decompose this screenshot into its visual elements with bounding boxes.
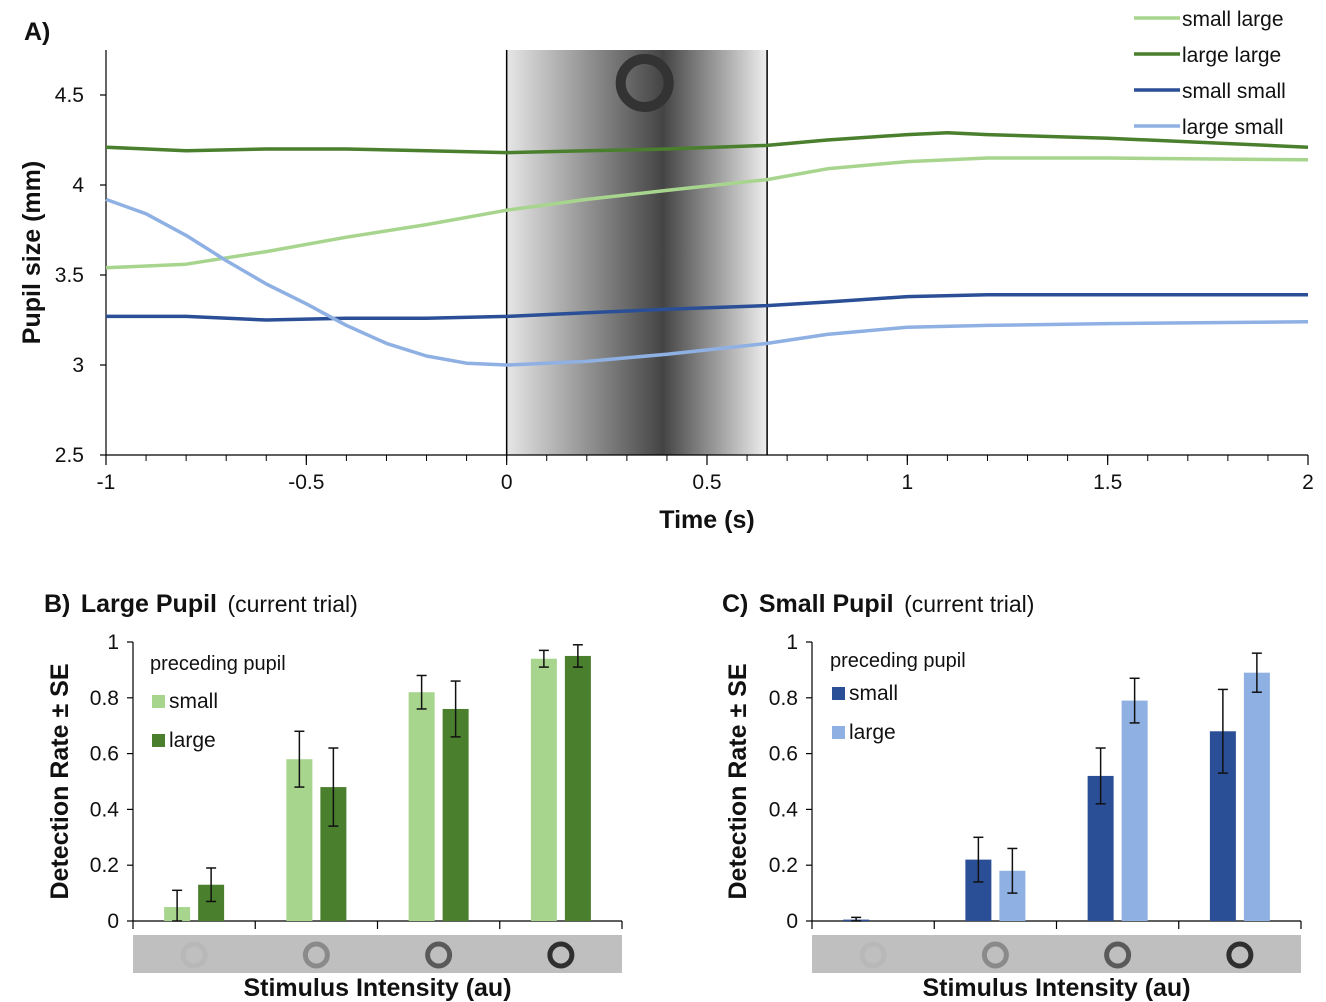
- panel-b-ytick-label: 0.2: [90, 854, 119, 877]
- panel-b-legend-swatch-large: [152, 734, 165, 747]
- panel-b-legend-label-large: large: [169, 729, 216, 752]
- panel-c-ytick-label: 1: [786, 631, 798, 654]
- panel-b-bar-large: [442, 708, 469, 921]
- legend-label-small-small: small small: [1182, 80, 1286, 103]
- panel-a-ytick-label: 2.5: [55, 444, 84, 467]
- stimulus-window: [506, 50, 768, 455]
- stimulus-ring-icon: [547, 941, 575, 969]
- panel-a-series: [105, 131, 1309, 367]
- panel-c-legend-label-large: large: [849, 721, 896, 744]
- stimulus-ring-icon: [615, 54, 674, 112]
- panel-b-label: B): [44, 590, 70, 618]
- panel-b-bar-small: [408, 692, 435, 921]
- panel-c-legend-swatch-small: [832, 687, 845, 700]
- panel-a-xtick-label: 1: [901, 471, 913, 494]
- panel-b-ytick-label: 0.8: [90, 687, 119, 710]
- panel-b-legend-header: preceding pupil: [150, 653, 286, 675]
- panel-a-xtick-label: -1: [97, 471, 116, 494]
- panel-c-bar-large: [1121, 700, 1148, 921]
- panel-c-label: C): [722, 590, 748, 618]
- panel-b-ytick-label: 0.6: [90, 743, 119, 766]
- panel-b-chart: 0 0.2 0.4 0.6 0.8 1 small large: [90, 631, 623, 973]
- panel-a-label: A): [24, 18, 50, 46]
- panel-c-ytick-label: 0: [786, 910, 798, 933]
- stimulus-ring-icon: [1226, 941, 1254, 969]
- panel-c-chart: 0 0.2 0.4 0.6 0.8 1 small large: [769, 631, 1302, 973]
- panel-b-xlabel: Stimulus Intensity (au): [243, 974, 511, 1002]
- panel-c-legend-header: preceding pupil: [830, 650, 966, 672]
- panel-c-bar-large: [1243, 672, 1270, 921]
- panel-b-title-bold: Large Pupil: [81, 590, 217, 618]
- panel-c-title-normal: (current trial): [904, 591, 1034, 617]
- panel-b-bar-small: [530, 658, 557, 921]
- panel-b-bar-large: [564, 655, 591, 921]
- panel-a-xtick-label: -0.5: [288, 471, 324, 494]
- panel-c-legend-swatch-large: [832, 726, 845, 739]
- panel-a-ylabel: Pupil size (mm): [18, 161, 46, 344]
- panel-a-xtick-label: 2: [1302, 471, 1314, 494]
- legend-label-large-large: large large: [1182, 44, 1281, 67]
- panel-a-axes: 2.5 3 3.5 4 4.5 -1 -0.5 0 0.5 1 1.5 2: [55, 50, 1314, 494]
- panel-c-legend-label-small: small: [849, 682, 898, 705]
- panel-b-title: B) Large Pupil (current trial): [44, 590, 358, 618]
- series-line-small-large: [105, 156, 1309, 270]
- series-line-large-large: [105, 131, 1309, 155]
- panel-a-ytick-label: 4.5: [55, 84, 84, 107]
- panel-b-title-normal: (current trial): [227, 591, 357, 617]
- series-line-small-small: [106, 293, 1308, 322]
- panel-a: A) 2.5 3 3.5 4 4.5 -1 -0.5 0 0.5 1 1.5 2 Pupil size…: [18, 8, 1314, 534]
- stimulus-ring-icon: [425, 941, 453, 969]
- stimulus-ring-icon: [981, 941, 1009, 969]
- panel-b-legend-swatch-small: [152, 695, 165, 708]
- panel-a-legend: small large large large small small large s…: [1134, 8, 1286, 139]
- panel-c-title: C) Small Pupil (current trial): [722, 590, 1034, 618]
- stimulus-ring-icon: [859, 941, 887, 969]
- panel-a-xlabel: Time (s): [659, 506, 754, 534]
- stimulus-ring-icon: [180, 941, 208, 969]
- panel-c-stimulus-strip: [812, 935, 1301, 973]
- stimulus-ring-icon: [302, 941, 330, 969]
- panel-b-ylabel: Detection Rate ± SE: [46, 664, 74, 900]
- panel-c-ytick-label: 0.2: [769, 854, 798, 877]
- panel-a-ytick-label: 4: [72, 174, 84, 197]
- series-line-large-small: [105, 197, 1309, 367]
- panel-b-ytick-label: 0: [107, 910, 119, 933]
- panel-c-ytick-label: 0.6: [769, 743, 798, 766]
- panel-c: C) Small Pupil (current trial) 0 0.2 0.4 0.…: [722, 590, 1302, 1002]
- panel-a-ytick-label: 3: [72, 354, 84, 377]
- legend-label-large-small: large small: [1182, 116, 1284, 139]
- panel-b-ytick-label: 0.4: [90, 798, 120, 821]
- panel-c-ytick-label: 0.4: [769, 798, 799, 821]
- panel-c-ytick-label: 0.8: [769, 687, 798, 710]
- stimulus-ring-icon: [1104, 941, 1132, 969]
- panel-b: B) Large Pupil (current trial) 0 0.2 0.4 0.…: [44, 590, 623, 1002]
- panel-c-title-bold: Small Pupil: [759, 590, 894, 618]
- panel-a-ytick-label: 3.5: [55, 264, 84, 287]
- panel-c-xlabel: Stimulus Intensity (au): [922, 974, 1190, 1002]
- legend-label-small-large: small large: [1182, 8, 1284, 31]
- panel-b-stimulus-strip: [133, 935, 622, 973]
- panel-a-xtick-label: 1.5: [1093, 471, 1122, 494]
- panel-b-legend-label-small: small: [169, 690, 218, 713]
- panel-a-xtick-label: 0.5: [692, 471, 721, 494]
- panel-c-ylabel: Detection Rate ± SE: [724, 664, 752, 900]
- panel-b-ytick-label: 1: [107, 631, 119, 654]
- panel-a-xtick-label: 0: [501, 471, 513, 494]
